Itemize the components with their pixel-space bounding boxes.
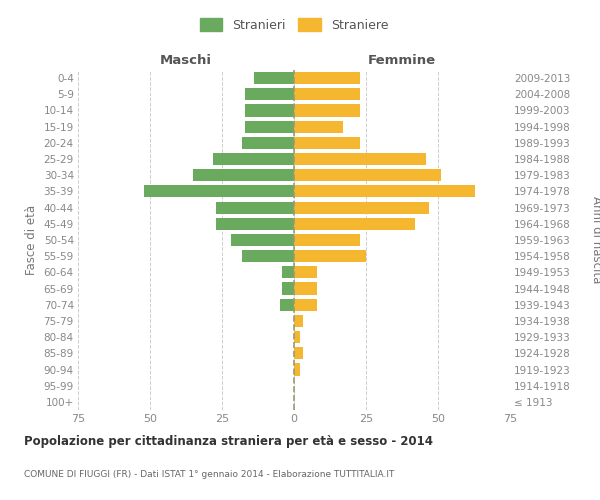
Bar	[294, 364, 300, 376]
Bar	[283, 266, 294, 278]
Text: Popolazione per cittadinanza straniera per età e sesso - 2014: Popolazione per cittadinanza straniera p…	[24, 435, 433, 448]
Bar	[254, 72, 294, 84]
Bar	[242, 250, 294, 262]
Bar	[294, 282, 317, 294]
Bar	[144, 186, 294, 198]
Bar	[216, 218, 294, 230]
Bar	[245, 120, 294, 132]
Bar	[294, 266, 317, 278]
Bar	[294, 298, 317, 311]
Bar	[214, 153, 294, 165]
Bar	[193, 169, 294, 181]
Text: Maschi: Maschi	[160, 54, 212, 67]
Bar	[294, 153, 427, 165]
Bar	[245, 104, 294, 117]
Bar	[294, 186, 475, 198]
Bar	[245, 88, 294, 101]
Bar	[294, 315, 302, 327]
Bar	[283, 282, 294, 294]
Text: Femmine: Femmine	[368, 54, 436, 67]
Bar	[294, 169, 441, 181]
Bar	[280, 298, 294, 311]
Bar	[294, 234, 360, 246]
Y-axis label: Fasce di età: Fasce di età	[25, 205, 38, 275]
Bar	[294, 88, 360, 101]
Bar	[294, 348, 302, 360]
Bar	[294, 202, 430, 213]
Bar	[294, 331, 300, 343]
Y-axis label: Anni di nascita: Anni di nascita	[590, 196, 600, 284]
Bar	[242, 137, 294, 149]
Bar	[216, 202, 294, 213]
Bar	[294, 250, 366, 262]
Bar	[294, 218, 415, 230]
Bar	[294, 72, 360, 84]
Legend: Stranieri, Straniere: Stranieri, Straniere	[200, 18, 388, 32]
Text: COMUNE DI FIUGGI (FR) - Dati ISTAT 1° gennaio 2014 - Elaborazione TUTTITALIA.IT: COMUNE DI FIUGGI (FR) - Dati ISTAT 1° ge…	[24, 470, 394, 479]
Bar	[294, 104, 360, 117]
Bar	[294, 120, 343, 132]
Bar	[294, 137, 360, 149]
Bar	[230, 234, 294, 246]
